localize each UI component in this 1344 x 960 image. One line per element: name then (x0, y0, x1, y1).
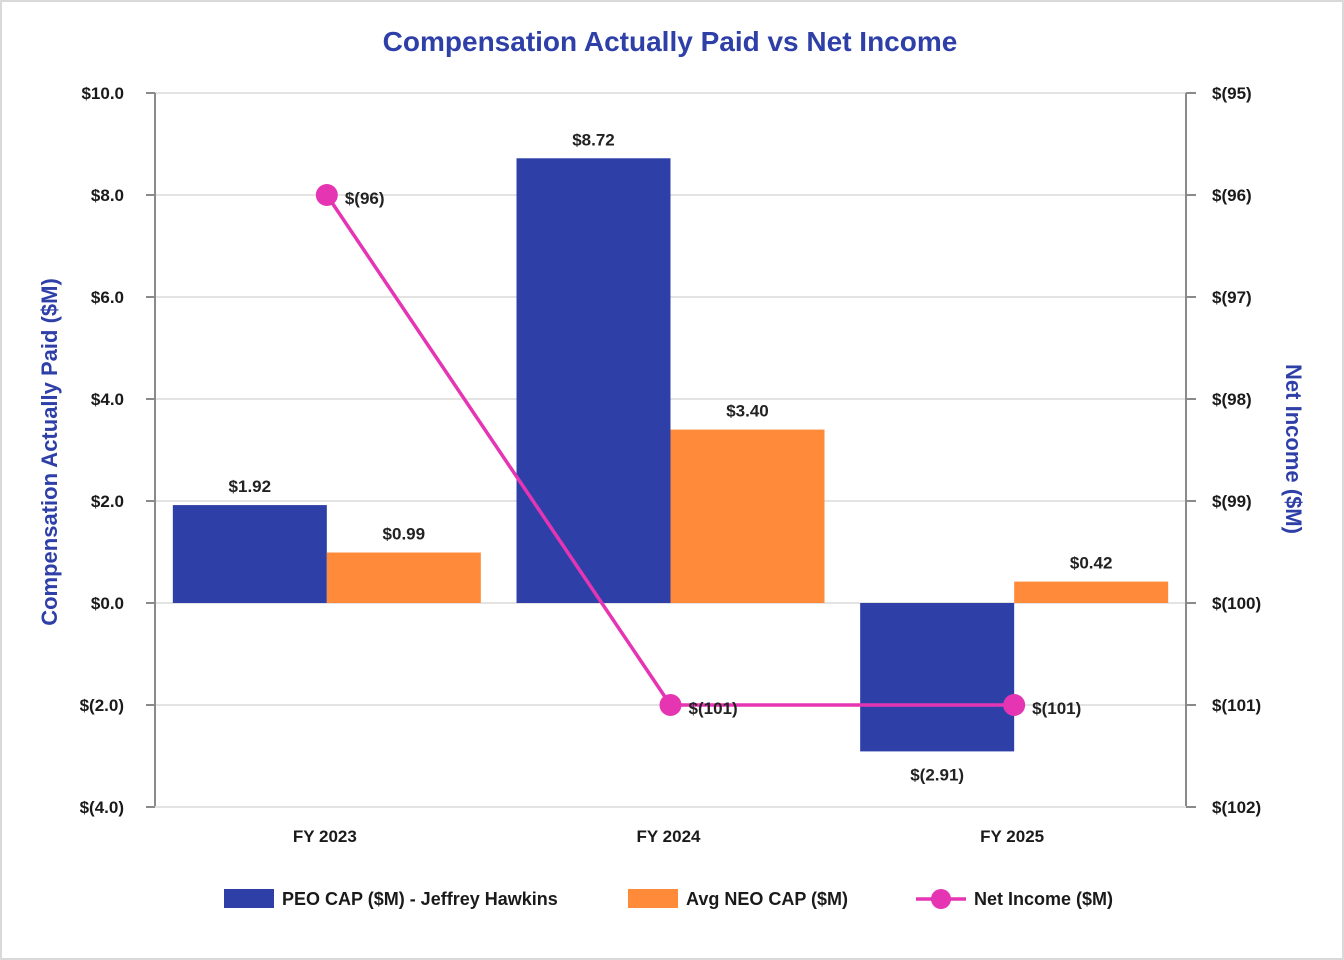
legend: PEO CAP ($M) - Jeffrey Hawkins Avg NEO CA… (224, 889, 1113, 909)
y2-axis-title: Net Income ($M) (1281, 364, 1306, 534)
y-tick-label: $10.0 (81, 84, 124, 103)
bar-peo-cap (516, 158, 671, 603)
y2-tick-label: $(101) (1212, 696, 1261, 715)
y2-tick-label: $(100) (1212, 594, 1261, 613)
legend-marker (931, 889, 951, 909)
y2-tick-label: $(99) (1212, 492, 1252, 511)
legend-label: Net Income ($M) (974, 889, 1113, 909)
data-labels-group: $1.92 $8.72 $(2.91) $0.99 $3.40 $0.42 $(96) $(1… (229, 130, 1113, 784)
y-tick-label: $(2.0) (80, 696, 124, 715)
legend-item: Avg NEO CAP ($M) (628, 889, 848, 909)
net-income-point (659, 694, 682, 716)
x-tick-label: FY 2025 (980, 827, 1044, 846)
bar-peo-cap (172, 505, 327, 603)
y-tick-label: $2.0 (91, 492, 124, 511)
legend-label: Avg NEO CAP ($M) (686, 889, 848, 909)
legend-item: Net Income ($M) (916, 889, 1113, 909)
bar-avg-neo-cap (670, 429, 825, 603)
legend-swatch (224, 889, 274, 908)
y-tick-label: $0.0 (91, 594, 124, 613)
net-income-point (315, 184, 338, 206)
y2-tick-label: $(102) (1212, 798, 1261, 817)
y2-tick-label: $(97) (1212, 288, 1252, 307)
axes-group: $10.0 $8.0 $6.0 $4.0 $2.0 $0.0 $(2.0) $(4.0) $(9… (80, 84, 1262, 846)
y-axis-title: Compensation Actually Paid ($M) (37, 278, 62, 626)
y-tick-label: $4.0 (91, 390, 124, 409)
chart-title: Compensation Actually Paid vs Net Income (383, 26, 958, 57)
line-data-label: $(101) (1032, 699, 1081, 718)
line-data-label: $(101) (689, 699, 738, 718)
bar-data-label: $(2.91) (910, 765, 964, 784)
bar-data-label: $3.40 (726, 402, 769, 421)
bar-data-label: $0.99 (383, 525, 426, 544)
legend-item: PEO CAP ($M) - Jeffrey Hawkins (224, 889, 558, 909)
y-tick-label: $(4.0) (80, 798, 124, 817)
x-tick-label: FY 2023 (293, 827, 357, 846)
bar-data-label: $8.72 (572, 130, 615, 149)
y2-tick-label: $(98) (1212, 390, 1252, 409)
bar-avg-neo-cap (326, 552, 481, 603)
line-data-label: $(96) (345, 189, 385, 208)
bar-data-label: $0.42 (1070, 554, 1113, 573)
x-tick-label: FY 2024 (637, 827, 702, 846)
y2-tick-label: $(96) (1212, 186, 1252, 205)
legend-label: PEO CAP ($M) - Jeffrey Hawkins (282, 889, 558, 909)
bar-peo-cap (860, 603, 1015, 752)
bar-data-label: $1.92 (229, 477, 272, 496)
line-series-group (315, 184, 1026, 716)
y2-tick-label: $(95) (1212, 84, 1252, 103)
y-tick-label: $8.0 (91, 186, 124, 205)
y-tick-label: $6.0 (91, 288, 124, 307)
legend-swatch (628, 889, 678, 908)
bar-avg-neo-cap (1014, 581, 1169, 603)
net-income-point (1003, 694, 1026, 716)
bars-group (172, 158, 1169, 752)
